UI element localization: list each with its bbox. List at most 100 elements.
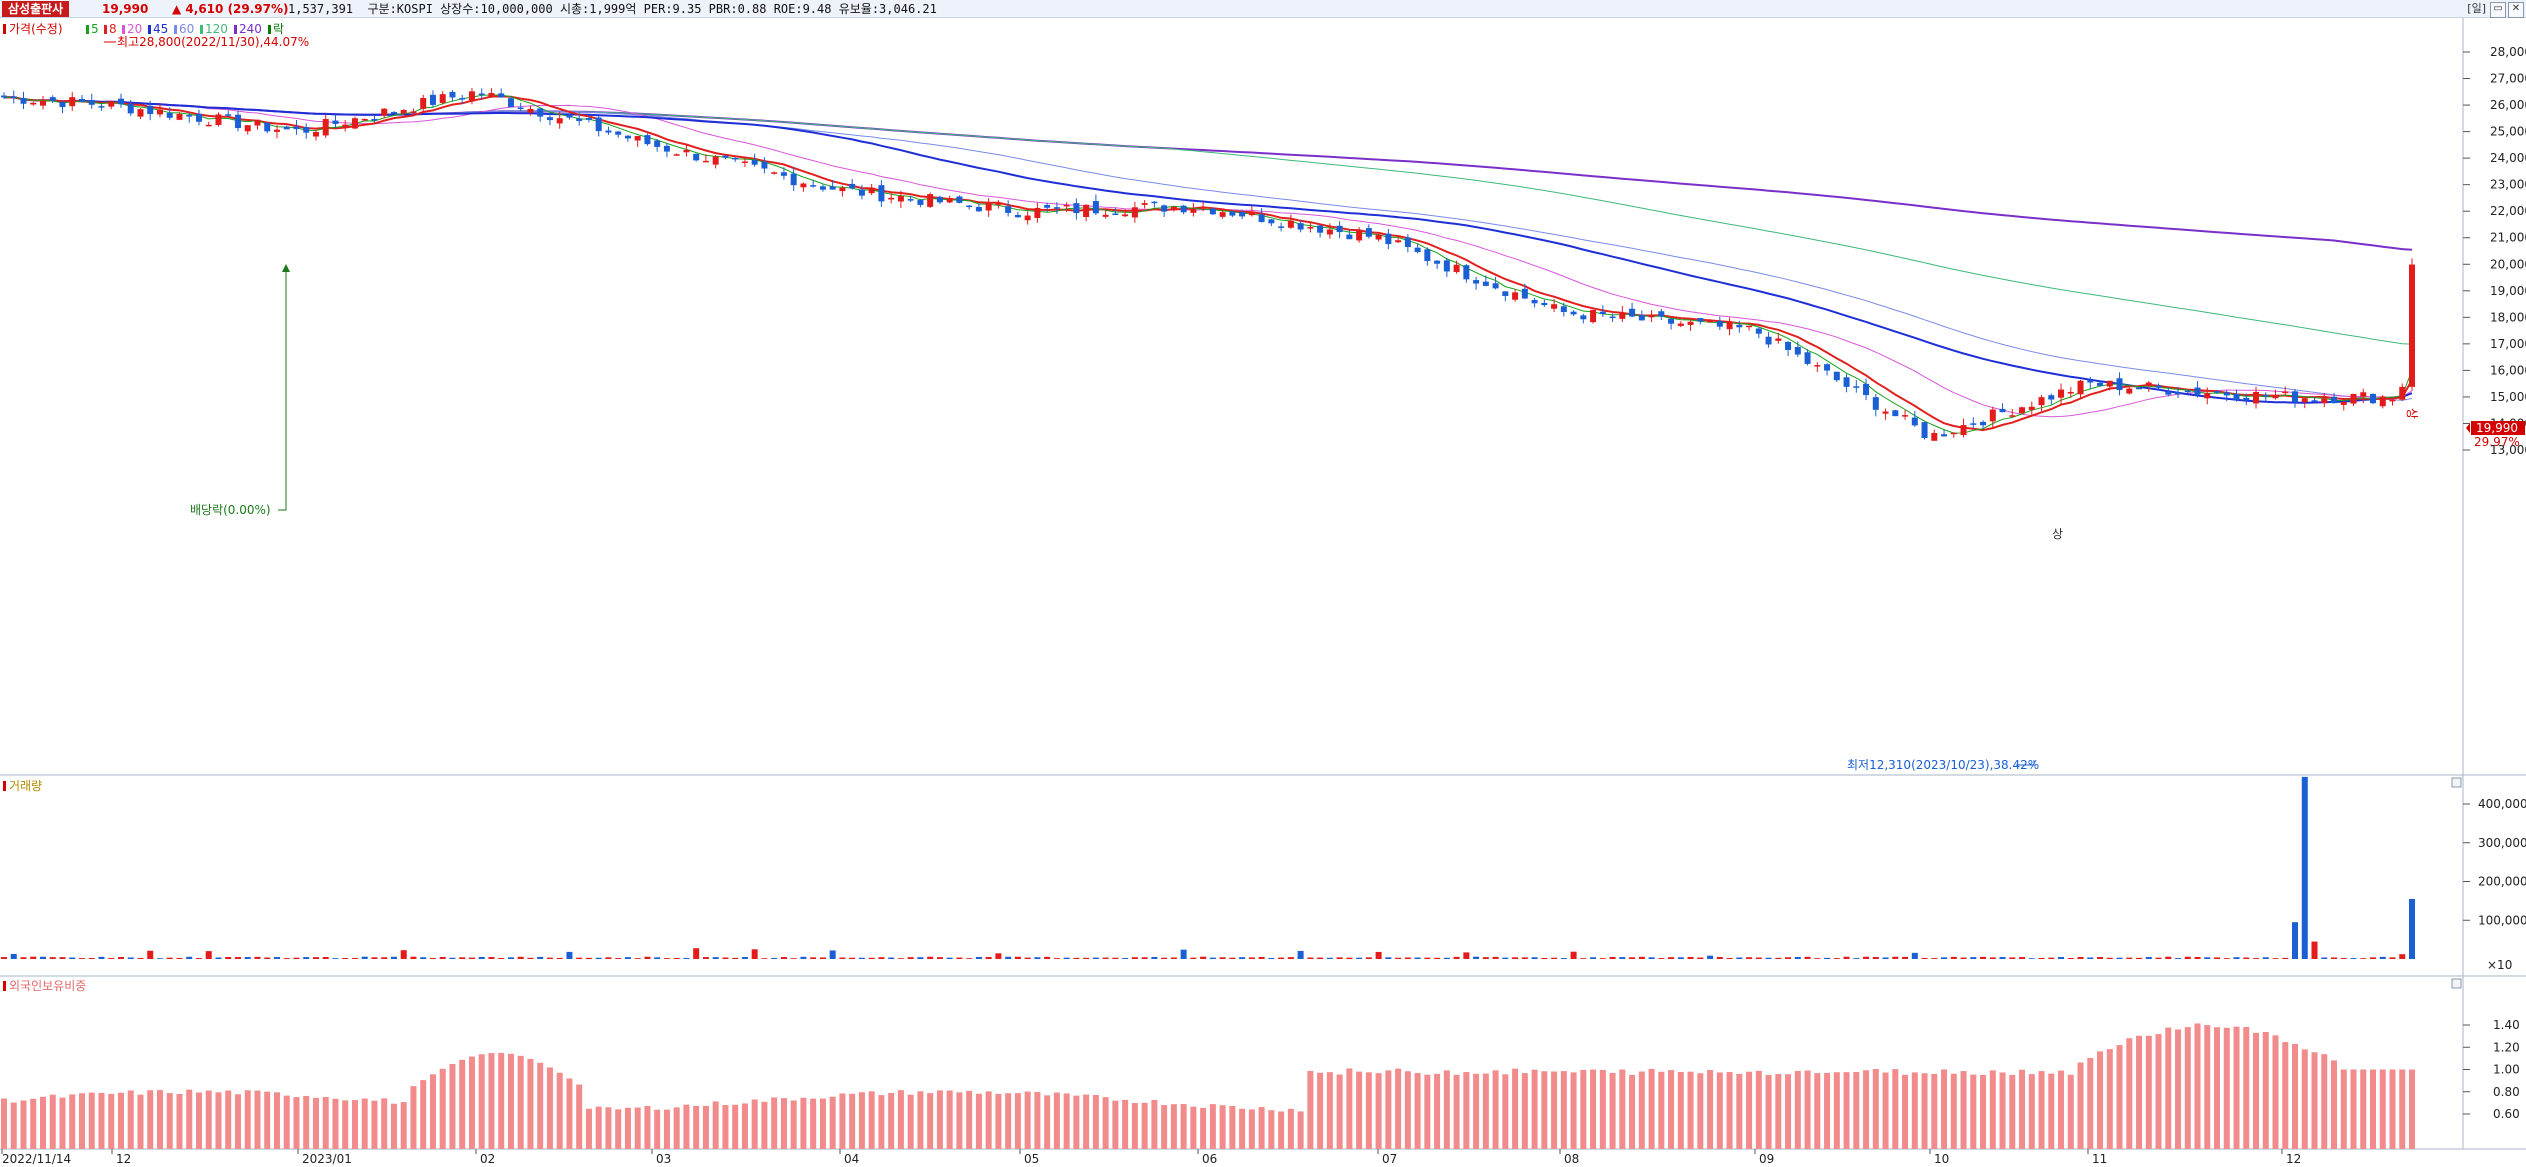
- candle-body: [1921, 422, 1928, 439]
- volume-bar: [829, 950, 836, 959]
- volume-bar: [1063, 957, 1070, 959]
- volume-bar: [868, 957, 875, 959]
- volume-bar: [20, 957, 27, 959]
- volume-bar: [1551, 957, 1558, 959]
- candle-body: [751, 159, 758, 165]
- volume-bar: [98, 956, 105, 959]
- candle-body: [2165, 391, 2172, 395]
- candle-body: [1063, 204, 1070, 207]
- volume-bar: [498, 958, 505, 959]
- candle-body: [946, 197, 953, 203]
- chart-area[interactable]: 28,000 27,000 26,000 25,000 24,000 23,000 22,0…: [0, 18, 2526, 1167]
- volume-bar: [1863, 956, 1870, 959]
- volume-bar: [537, 956, 544, 959]
- foreign-bar: [1638, 1071, 1645, 1149]
- volume-bar: [1824, 957, 1831, 959]
- foreign-bar: [2360, 1069, 2367, 1149]
- volume-bar: [2058, 956, 2065, 959]
- foreign-bar: [644, 1105, 651, 1149]
- volume-bar: [1911, 952, 1918, 959]
- volume-bar: [195, 958, 202, 959]
- foreign-bar: [488, 1053, 495, 1149]
- foreign-bar: [1931, 1074, 1938, 1149]
- volume-bar: [459, 957, 466, 959]
- candle-body: [702, 160, 709, 163]
- foreign-bar: [1346, 1068, 1353, 1149]
- candle-body: [2340, 401, 2347, 405]
- candle-body: [1463, 265, 1470, 280]
- volume-bar: [2175, 958, 2182, 959]
- candle-body: [1785, 341, 1792, 350]
- candle-body: [1609, 316, 1616, 319]
- foreign-bar: [624, 1107, 631, 1149]
- volume-bar: [663, 958, 670, 959]
- volume-bar: [712, 957, 719, 959]
- volume-bar: [1473, 956, 1480, 959]
- price-tick-label: 18,000: [2490, 310, 2526, 324]
- candle-body: [566, 114, 573, 118]
- foreign-bar: [1687, 1071, 1694, 1149]
- volume-bar: [2253, 958, 2260, 959]
- foreign-bar: [1278, 1111, 1285, 1149]
- foreign-bar: [634, 1107, 641, 1149]
- candle-body: [1151, 201, 1158, 204]
- candle-body: [488, 93, 495, 98]
- foreign-bar: [2301, 1049, 2308, 1149]
- low-annotation: 최저12,310(2023/10/23),38.42%: [1847, 758, 2039, 772]
- price-tick-label: 25,000: [2490, 125, 2526, 139]
- period-button[interactable]: [일]: [2467, 2, 2486, 15]
- candle-body: [1200, 206, 1207, 209]
- foreign-bar: [2058, 1070, 2065, 1149]
- volume-unit: ×10: [2487, 958, 2512, 972]
- volume-bar: [2311, 941, 2318, 959]
- candle-body: [2350, 393, 2357, 404]
- foreign-bar: [1872, 1069, 1879, 1149]
- volume-bar: [2272, 958, 2279, 959]
- foreign-bar: [1404, 1071, 1411, 1149]
- candle-body: [537, 108, 544, 117]
- ma-legend-swatch: [268, 25, 271, 34]
- foreign-bar: [2126, 1038, 2133, 1149]
- candle-body: [1219, 212, 1226, 217]
- volume-bar: [2038, 957, 2045, 959]
- foreign-legend: 외국인보유비중: [3, 979, 86, 993]
- stock-name[interactable]: 삼성출판사: [2, 1, 70, 17]
- foreign-bar: [273, 1092, 280, 1149]
- foreign-bar: [478, 1054, 485, 1149]
- panel-button-icon[interactable]: [2451, 978, 2462, 989]
- foreign-bar: [1785, 1074, 1792, 1149]
- window-controls: [일] ▭ ✕: [2465, 0, 2524, 18]
- candle-body: [605, 130, 612, 133]
- candle-body: [1648, 314, 1655, 318]
- foreign-bar: [868, 1091, 875, 1149]
- upper-limit-marker-1: 상: [2052, 527, 2063, 541]
- foreign-bar: [215, 1092, 222, 1149]
- candle-body: [59, 102, 66, 108]
- foreign-bar: [1980, 1075, 1987, 1149]
- panel-button-icon[interactable]: [2451, 777, 2462, 788]
- candle-body: [595, 117, 602, 132]
- candle-body: [2077, 380, 2084, 395]
- foreign-bar: [1970, 1074, 1977, 1149]
- candle-body: [810, 185, 817, 187]
- volume-bar: [225, 956, 232, 959]
- foreign-bar: [1736, 1073, 1743, 1149]
- volume-bar: [1346, 957, 1353, 959]
- x-axis-label: 10: [1934, 1152, 1949, 1166]
- price-tick-label: 20,000: [2490, 257, 2526, 271]
- candle-body: [1414, 247, 1421, 253]
- close-icon[interactable]: ✕: [2508, 2, 2524, 18]
- candle-body: [2155, 385, 2162, 388]
- candle-body: [2116, 378, 2123, 391]
- candle-body: [683, 149, 690, 153]
- volume-bar: [1180, 949, 1187, 959]
- foreign-bar: [1521, 1073, 1528, 1149]
- foreign-bar: [2106, 1049, 2113, 1149]
- minimize-icon[interactable]: ▭: [2490, 2, 2506, 18]
- candle-body: [1892, 410, 1899, 417]
- candle-body: [1180, 205, 1187, 213]
- foreign-bar: [1414, 1072, 1421, 1149]
- candle-body: [1395, 240, 1402, 243]
- candle-body: [2194, 387, 2201, 395]
- foreign-bar: [1677, 1072, 1684, 1149]
